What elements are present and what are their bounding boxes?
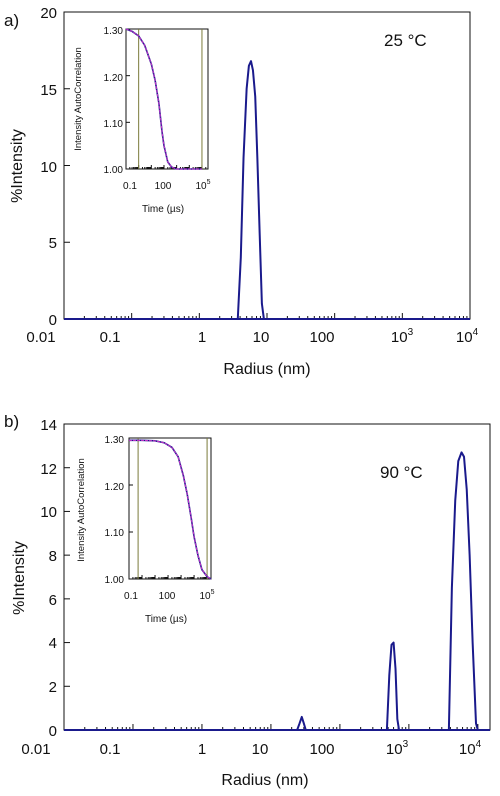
panel-b-ytick-label: 12 bbox=[40, 461, 57, 478]
panel-b-y-ticks: 0 2 4 6 8 10 12 14 bbox=[40, 417, 57, 740]
panel-b-xtick-label: 1 bbox=[198, 741, 206, 758]
panel-a-x-axis-label: Radius (nm) bbox=[223, 361, 310, 378]
panel-a-y-ticks: 0 5 10 15 20 bbox=[40, 5, 57, 329]
panel-b-ytick-label: 2 bbox=[49, 679, 57, 696]
panel-a-inset-plot-area bbox=[125, 28, 209, 170]
panel-a-y-axis-label: %Intensity bbox=[9, 129, 26, 203]
panel-a-inset-x-axis-label: Time (µs) bbox=[142, 204, 184, 215]
panel-a-inset-frame bbox=[125, 28, 209, 170]
panel-a-plot-frame bbox=[63, 11, 471, 320]
panel-b-ytick-label: 8 bbox=[49, 548, 57, 565]
panel-b-label: b) bbox=[4, 412, 19, 431]
panel-b-plot-area bbox=[63, 423, 490, 731]
panel-a-ytick-label: 15 bbox=[40, 82, 57, 99]
panel-a-ytick-label: 20 bbox=[40, 5, 57, 22]
size-distribution-line bbox=[236, 60, 265, 320]
panel-b-inset: 1.30 1.20 1.10 1.00 0.1 100 105 Time (µs… bbox=[76, 435, 215, 625]
panel-b-x-axis-label: Radius (nm) bbox=[221, 772, 308, 789]
panel-b-x-ticks: 0.01 0.1 1 10 100 103 104 bbox=[21, 739, 481, 758]
panel-a-inset-ytick-label: 1.30 bbox=[104, 26, 124, 37]
panel-b-inset-ytick-label: 1.20 bbox=[105, 482, 125, 493]
autocorrelation-fit-line bbox=[129, 439, 212, 580]
panel-a-inset-xtick-label: 105 bbox=[195, 179, 210, 192]
panel-a-inset-ytick-label: 1.10 bbox=[104, 119, 124, 130]
panel-a-inset-ytick-label: 1.00 bbox=[104, 165, 124, 176]
panel-b-xtick-label: 104 bbox=[459, 739, 482, 758]
panel-b-inset-x-axis-label: Time (µs) bbox=[145, 614, 187, 625]
panel-a-inset: 1.30 1.20 1.10 1.00 0.1 100 105 Time (µs… bbox=[73, 26, 211, 215]
panel-a-xtick-label: 100 bbox=[309, 329, 334, 346]
panel-b-y-axis-label: %Intensity bbox=[11, 541, 28, 615]
panel-b-inset-xtick-label: 105 bbox=[199, 589, 214, 602]
panel-b-inset-ytick-label: 1.30 bbox=[105, 435, 125, 446]
panel-a-x-ticks: 0.01 0.1 1 10 100 103 104 bbox=[26, 327, 478, 346]
panel-a-inset-xtick-label: 0.1 bbox=[123, 181, 137, 192]
panel-b-ytick-label: 4 bbox=[49, 635, 57, 652]
panel-b-xtick-label: 100 bbox=[309, 741, 334, 758]
panel-a-xtick-label: 104 bbox=[456, 327, 479, 346]
panel-a: a) 0 5 10 15 20 0.01 0.1 1 10 100 103 10… bbox=[4, 5, 479, 378]
panel-b-ytick-label: 6 bbox=[49, 592, 57, 609]
panel-b-xtick-label: 0.01 bbox=[21, 741, 50, 758]
panel-b-xtick-label: 10 bbox=[252, 741, 269, 758]
panel-b-ytick-label: 10 bbox=[40, 504, 57, 521]
panel-a-xtick-label: 0.1 bbox=[100, 329, 121, 346]
panel-b-inset-frame bbox=[128, 437, 212, 580]
panel-b-inset-ytick-label: 1.00 bbox=[105, 575, 125, 586]
panel-b-inset-ytick-label: 1.10 bbox=[105, 528, 125, 539]
panel-a-label: a) bbox=[4, 11, 19, 30]
panel-a-ytick-label: 0 bbox=[49, 312, 57, 329]
panel-a-xtick-label: 10 bbox=[253, 329, 270, 346]
autocorrelation-data-line bbox=[129, 439, 212, 580]
panel-b: b) 0 2 4 6 8 10 12 14 0.01 0.1 1 10 100 … bbox=[4, 412, 491, 789]
panel-b-inset-xtick-label: 100 bbox=[159, 591, 176, 602]
autocorrelation-data-line bbox=[125, 28, 202, 170]
panel-a-inset-xtick-label: 100 bbox=[155, 181, 172, 192]
size-distribution-line bbox=[64, 451, 490, 731]
panel-a-ytick-label: 10 bbox=[40, 159, 57, 176]
panel-b-plot-frame bbox=[63, 423, 491, 731]
panel-a-inset-y-axis-label: Intensity AutoCorrelation bbox=[73, 47, 84, 151]
panel-b-inset-plot-area bbox=[128, 437, 212, 580]
autocorrelation-fit-line bbox=[125, 28, 202, 170]
panel-b-ytick-label: 0 bbox=[49, 723, 57, 740]
panel-a-ytick-label: 5 bbox=[49, 235, 57, 252]
panel-a-temperature-annotation: 25 °C bbox=[384, 31, 427, 50]
panel-a-xtick-label: 1 bbox=[198, 329, 206, 346]
panel-b-xtick-label: 0.1 bbox=[100, 741, 121, 758]
panel-b-ytick-label: 14 bbox=[40, 417, 57, 434]
panel-b-inset-y-axis-label: Intensity AutoCorrelation bbox=[76, 458, 87, 562]
panel-a-inset-ytick-label: 1.20 bbox=[104, 73, 124, 84]
panel-a-plot-area bbox=[63, 11, 471, 320]
panel-b-temperature-annotation: 90 °C bbox=[380, 463, 423, 482]
panel-b-xtick-label: 103 bbox=[386, 739, 409, 758]
panel-a-xtick-label: 103 bbox=[391, 327, 414, 346]
panel-b-inset-xtick-label: 0.1 bbox=[124, 591, 138, 602]
panel-a-xtick-label: 0.01 bbox=[26, 329, 55, 346]
